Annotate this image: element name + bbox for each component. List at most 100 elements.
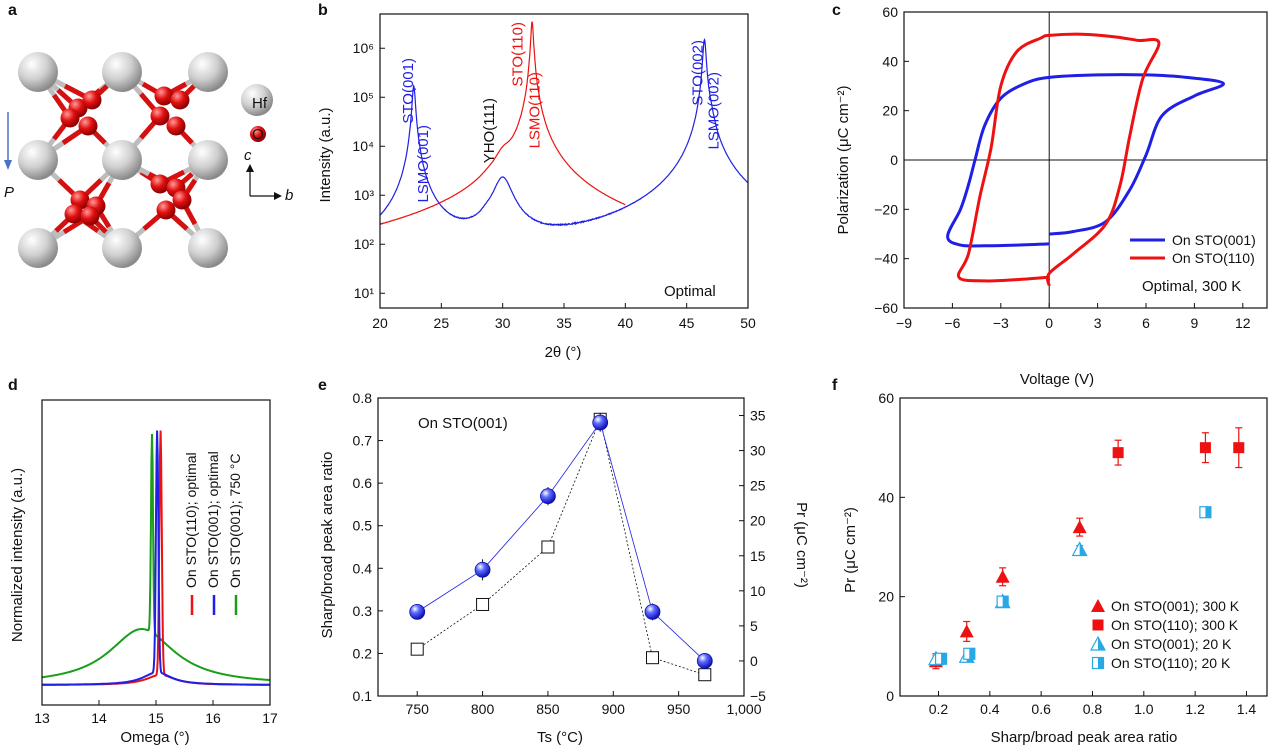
y2-tick-label: 25: [750, 478, 766, 494]
legend-entry: On STO(110); 20 K: [1111, 655, 1231, 671]
ratio-point: [410, 642, 424, 656]
panel-b-ylabel: Intensity (a.u.): [317, 107, 334, 202]
y-tick-label: 40: [882, 53, 898, 69]
x-tick-label: 15: [148, 710, 164, 726]
legend-entry: On STO(001): [1172, 232, 1256, 248]
peak-label: LSMO(001): [415, 125, 432, 203]
legend-marker-half: [1098, 637, 1105, 650]
y-tick-label: −60: [874, 300, 898, 316]
x-tick-label: 20: [372, 315, 388, 331]
data-point: [959, 624, 974, 638]
x-tick-label: 0.8: [1083, 701, 1103, 717]
o-atom: [166, 116, 186, 136]
y-tick-label: 0.8: [353, 390, 373, 406]
x-tick-label: 6: [1142, 315, 1150, 331]
y-tick-label: 10³: [354, 187, 375, 203]
peak-label: STO(002): [690, 40, 707, 106]
y-tick-label: 20: [882, 103, 898, 119]
legend-marker: [1091, 599, 1105, 612]
peak-label: LSMO(002): [706, 72, 723, 150]
hf-atom: [188, 140, 228, 180]
axis-b-arrowhead: [274, 192, 282, 200]
pr-vs-ratio-plot: 0.2 0.4 0.6 0.8 1.0 1.2 1.4 0 20 40 60 On STO(001);…: [878, 390, 1268, 717]
ratio-point: [698, 668, 712, 682]
rocking-curve-plot: 13 14 15 16 17 On STO(110); optimal On STO(001…: [34, 399, 278, 726]
axis-c-arrowhead: [246, 164, 254, 172]
x-tick-label: 14: [91, 710, 107, 726]
o-atom: [82, 90, 102, 110]
legend-entry: On STO(110): [1172, 250, 1255, 266]
series-line-left: [416, 417, 705, 676]
y-tick-label: 10⁵: [353, 89, 374, 105]
y-tick-label: 60: [882, 4, 898, 20]
panel-d-xlabel: Omega (°): [120, 729, 189, 746]
y2-tick-label: 0: [750, 653, 758, 669]
data-point-half: [969, 648, 975, 660]
peak-label: YHO(111): [481, 98, 498, 163]
x-tick-label: 950: [667, 701, 691, 717]
ratio-point: [541, 540, 555, 554]
y-tick-label: −20: [874, 201, 898, 217]
y-tick-label: 10⁴: [352, 138, 374, 154]
o-atom: [156, 200, 176, 220]
y-tick-label: 10⁶: [353, 40, 374, 56]
legend-hf-label: Hf: [252, 95, 268, 112]
pr-point: [644, 603, 661, 620]
legend-entry: On STO(001); 750 °C: [227, 453, 243, 588]
series-line-right: [416, 421, 706, 662]
hf-atom: [18, 140, 58, 180]
o-atom: [60, 108, 80, 128]
panel-d-ylabel: Normalized intensity (a.u.): [9, 468, 26, 642]
x-tick-label: −3: [993, 315, 1009, 331]
legend-entry: On STO(001); 20 K: [1111, 636, 1232, 652]
data-point: [1199, 442, 1211, 454]
panel-c-xlabel: Voltage (V): [1020, 371, 1094, 388]
o-atom: [64, 204, 84, 224]
peak-label: STO(001): [400, 58, 417, 124]
o-atom: [172, 190, 192, 210]
data-point-half: [941, 653, 947, 665]
legend-entry: On STO(110); 300 K: [1111, 617, 1239, 633]
y-tick-label: 10¹: [354, 285, 375, 301]
y2-tick-label: 35: [750, 408, 766, 424]
y-tick-label: 0.4: [353, 560, 373, 576]
peak-label: STO(110): [509, 22, 526, 86]
x-tick-label: 1,000: [726, 701, 761, 717]
panel-c-note: Optimal, 300 K: [1142, 278, 1241, 295]
x-tick-label: 25: [434, 315, 450, 331]
polarization-arrow-label: P: [4, 184, 14, 201]
hf-atom: [18, 52, 58, 92]
xrd-series-red: [379, 21, 626, 225]
panel-e-label: e: [318, 377, 327, 394]
o-atom: [154, 86, 174, 106]
x-tick-label: 0.6: [1031, 701, 1051, 717]
loop-blue: [946, 73, 1225, 248]
o-atom: [170, 90, 190, 110]
y-tick-label: 0.6: [353, 475, 373, 491]
rocking-curve-blue: [42, 430, 270, 686]
panel-e-frame: [377, 397, 745, 697]
y-tick-label: 20: [878, 589, 894, 605]
x-tick-label: 9: [1191, 315, 1199, 331]
y-tick-label: 0.2: [353, 645, 373, 661]
x-tick-label: −9: [896, 315, 912, 331]
panel-b-label: b: [318, 2, 328, 19]
xrd-series-blue: [379, 37, 749, 227]
y-tick-label: 60: [878, 390, 894, 406]
data-point-half: [1205, 506, 1211, 518]
pr-point: [540, 488, 556, 505]
data-point: [1233, 442, 1245, 454]
x-tick-label: 0.2: [929, 701, 949, 717]
polarization-arrowhead: [4, 160, 12, 170]
hf-atom: [102, 140, 142, 180]
panel-f-xlabel: Sharp/broad peak area ratio: [991, 729, 1178, 746]
x-tick-label: 45: [679, 315, 695, 331]
panel-a-label: a: [8, 2, 17, 19]
ratio-point: [646, 651, 659, 665]
y2-tick-label: 5: [750, 618, 758, 634]
legend-o-label: O: [252, 126, 264, 143]
legend-entry: On STO(001); optimal: [205, 451, 221, 588]
panel-f-ylabel: Pr (μC cm⁻²): [842, 507, 859, 593]
x-tick-label: 13: [34, 710, 50, 726]
x-tick-label: 750: [406, 701, 430, 717]
